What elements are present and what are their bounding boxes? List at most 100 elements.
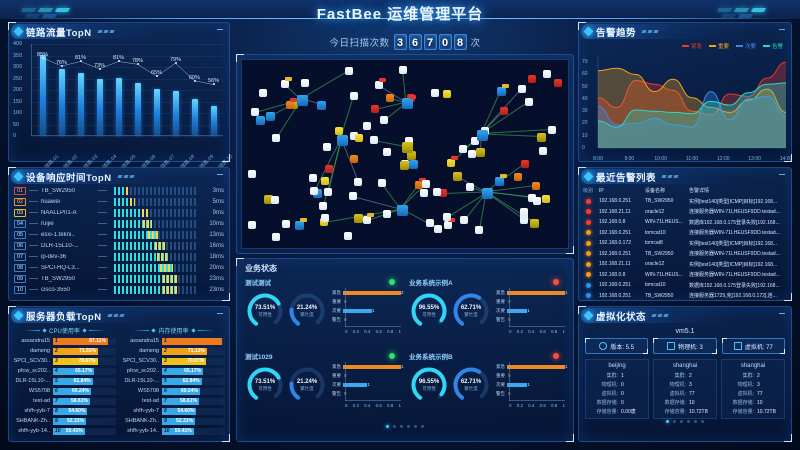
topology-node[interactable]: [482, 188, 493, 199]
topology-node[interactable]: [259, 88, 268, 97]
topology-node[interactable]: [543, 70, 552, 79]
topology-node[interactable]: [467, 149, 476, 158]
topology-node[interactable]: [434, 224, 443, 233]
topology-node[interactable]: [335, 127, 344, 136]
topology-node[interactable]: [300, 79, 309, 88]
pager-dot[interactable]: [400, 425, 403, 428]
topology-node[interactable]: [271, 233, 280, 242]
table-row[interactable]: 192.168.0.251 TB_SW2950 连接服务器WIN-71LHEUSF9…: [579, 249, 791, 260]
topology-node[interactable]: [520, 207, 529, 216]
pager-dot[interactable]: [393, 425, 396, 428]
topology-node[interactable]: [529, 218, 539, 228]
topology-node[interactable]: [422, 180, 431, 189]
topology-node[interactable]: [350, 155, 359, 164]
topology-node[interactable]: [471, 137, 480, 146]
table-row[interactable]: 192.168.21.11 oracle12 连接服务器WIN-71LHEUSF9D…: [579, 207, 791, 218]
topology-node[interactable]: [271, 134, 280, 143]
topology-node[interactable]: [402, 95, 416, 109]
alarm-table-body[interactable]: 192.168.0.251 TB_SW2950 实例[test140]类型[ICMP…: [579, 196, 791, 301]
topology-node[interactable]: [477, 130, 488, 141]
topology-node[interactable]: [370, 135, 379, 144]
topology-node[interactable]: [476, 148, 486, 158]
virtualization-pager[interactable]: [579, 420, 791, 423]
topology-node[interactable]: [289, 99, 299, 109]
pager-dot[interactable]: [694, 420, 697, 423]
topology-node[interactable]: [266, 111, 276, 121]
minus-icon[interactable]: [779, 29, 785, 30]
topology-node[interactable]: [320, 176, 329, 185]
topology-node[interactable]: [281, 77, 293, 89]
topology-node[interactable]: [344, 231, 352, 240]
topology-node[interactable]: [382, 209, 391, 218]
topology-node[interactable]: [459, 216, 468, 225]
topology-node[interactable]: [344, 66, 353, 75]
topology-node[interactable]: [442, 90, 451, 99]
topology-node[interactable]: [379, 115, 388, 124]
topology-node[interactable]: [425, 219, 434, 228]
pager-dot[interactable]: [414, 425, 417, 428]
topology-node[interactable]: [541, 194, 550, 203]
topology-node[interactable]: [353, 214, 363, 224]
topology-node[interactable]: [355, 134, 364, 143]
topology-node[interactable]: [499, 106, 508, 115]
vm-badge[interactable]: 物理机: 3: [653, 338, 717, 354]
topology-node[interactable]: [402, 142, 413, 153]
topology-node[interactable]: [324, 188, 333, 197]
pager-dot[interactable]: [687, 420, 690, 423]
topology-node[interactable]: [382, 147, 391, 156]
business-pager[interactable]: [237, 425, 573, 428]
pager-dot[interactable]: [407, 425, 410, 428]
topology-node[interactable]: [520, 215, 529, 224]
topology-node[interactable]: [378, 179, 387, 188]
table-row[interactable]: 192.168.0.251 TB_SW2950 实例[test140]类型[ICMP…: [579, 196, 791, 207]
table-row[interactable]: 192.168.0.172 tomcat8 实例[test140]类型[ICMP]目…: [579, 238, 791, 249]
table-row[interactable]: 192.168.0.8 WIN-71LHEUS... 连接服务器WIN-71LHEU…: [579, 270, 791, 281]
topology-node[interactable]: [458, 144, 467, 153]
topology-node[interactable]: [248, 169, 257, 178]
topology-node[interactable]: [362, 122, 371, 131]
topology-node[interactable]: [521, 159, 530, 168]
minus-icon[interactable]: [779, 313, 785, 314]
topology-node[interactable]: [349, 131, 358, 140]
table-row[interactable]: 192.168.21.11 oracle12 实例[test140]类型[ICMP]…: [579, 259, 791, 270]
table-row[interactable]: 192.168.0.251 TB_SW2950 连接服务器1729,克[192.16…: [579, 291, 791, 302]
topology-node[interactable]: [385, 93, 394, 102]
vm-badge[interactable]: 虚拟机: 77: [721, 338, 786, 354]
topology-node[interactable]: [319, 218, 328, 227]
topology-node[interactable]: [404, 136, 413, 145]
topology-node[interactable]: [363, 213, 375, 225]
topology-node[interactable]: [532, 196, 541, 205]
topology-node[interactable]: [525, 97, 534, 106]
topology-node[interactable]: [397, 205, 408, 216]
topology-node[interactable]: [349, 192, 358, 201]
topology-node[interactable]: [518, 84, 527, 93]
pager-dot[interactable]: [386, 425, 389, 428]
topology-node[interactable]: [248, 220, 257, 229]
topology-node[interactable]: [554, 78, 563, 87]
topology-node[interactable]: [297, 95, 308, 106]
topology-node[interactable]: [447, 156, 459, 168]
topology-node[interactable]: [375, 78, 387, 90]
topology-node[interactable]: [475, 226, 484, 235]
pager-dot[interactable]: [666, 420, 669, 423]
minus-icon[interactable]: [217, 313, 223, 314]
topology-node[interactable]: [442, 212, 451, 221]
topology-node[interactable]: [494, 174, 507, 187]
topology-node[interactable]: [370, 105, 379, 114]
topology-node[interactable]: [350, 91, 359, 100]
topology-node[interactable]: [281, 220, 290, 229]
topology-node[interactable]: [527, 75, 536, 84]
topology-node[interactable]: [537, 132, 547, 142]
topology-node[interactable]: [527, 193, 536, 202]
topology-node[interactable]: [419, 188, 428, 197]
minus-icon[interactable]: [217, 174, 223, 175]
topology-node[interactable]: [415, 177, 427, 189]
topology-node[interactable]: [466, 183, 475, 192]
topology-node[interactable]: [316, 101, 326, 111]
topology-node[interactable]: [264, 195, 274, 205]
topology-node[interactable]: [496, 83, 509, 96]
network-topology-map[interactable]: [241, 59, 569, 249]
minus-icon[interactable]: [779, 174, 785, 175]
topology-node[interactable]: [407, 150, 416, 160]
topology-node[interactable]: [251, 107, 260, 116]
